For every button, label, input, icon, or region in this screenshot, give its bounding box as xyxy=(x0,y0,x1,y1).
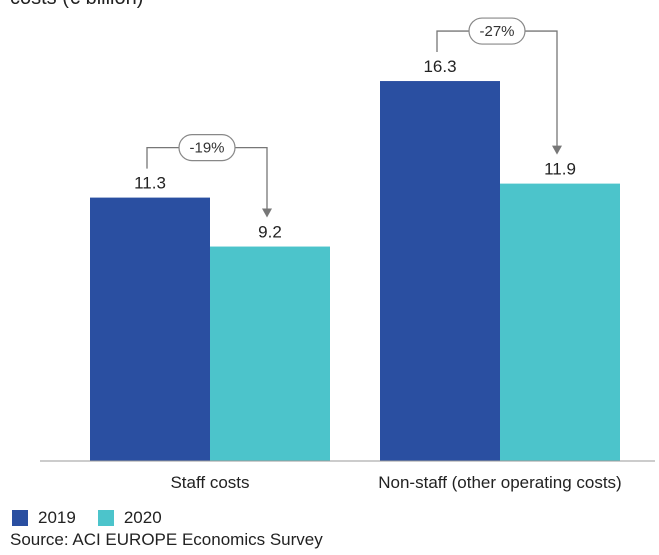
change-arrow-0 xyxy=(262,208,272,218)
legend-item-2020: 2020 xyxy=(97,508,162,528)
bar-chart: costs (€ billion) 11.3 9.2 -19% 16.3 11.9 -27… xyxy=(10,0,655,492)
change-label-1: -27% xyxy=(479,23,514,40)
data-label-2020-0: 9.2 xyxy=(258,223,282,242)
legend-label-2020: 2020 xyxy=(123,508,162,527)
legend-swatch-2019 xyxy=(12,510,28,526)
legend-label-2019: 2019 xyxy=(38,508,76,527)
category-label-staff-costs: Staff costs xyxy=(170,473,249,492)
data-label-2019-0: 11.3 xyxy=(134,174,166,193)
data-label-2019-1: 16.3 xyxy=(423,57,456,76)
legend-swatch-2020 xyxy=(97,510,114,526)
legend-item-2019: 2019 xyxy=(12,508,76,528)
chart-title: costs (€ billion) xyxy=(10,0,143,9)
change-arrow-1 xyxy=(552,145,562,155)
bar-2020-1 xyxy=(500,183,620,461)
change-badge-0 xyxy=(178,133,236,162)
bars-layer: 11.3 9.2 -19% 16.3 11.9 -27% xyxy=(90,17,620,462)
bar-2020-0 xyxy=(210,246,330,461)
change-badge-1 xyxy=(468,17,526,45)
data-label-2020-1: 11.9 xyxy=(544,160,576,179)
legend: 2019 2020 xyxy=(12,508,184,528)
source-note: Source: ACI EUROPE Economics Survey xyxy=(10,530,323,549)
bar-2019-0 xyxy=(90,197,210,462)
category-label-non-staff: Non-staff (other operating costs) xyxy=(378,473,621,492)
change-label-0: -19% xyxy=(189,140,224,157)
bar-2019-1 xyxy=(380,81,500,461)
